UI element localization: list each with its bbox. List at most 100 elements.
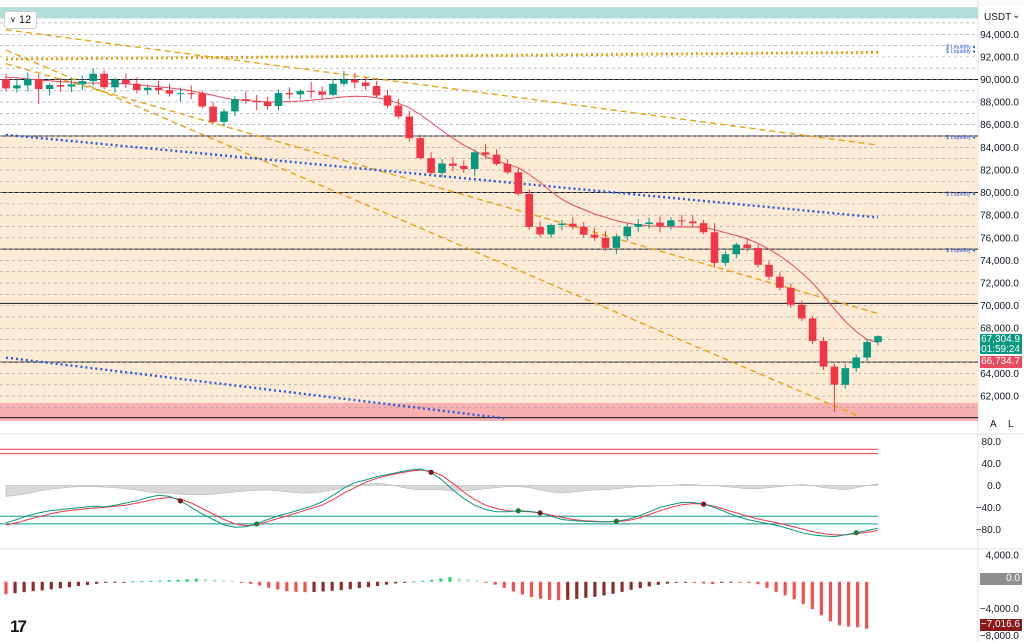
chevron-down-icon[interactable]: ⌄ — [1012, 10, 1021, 21]
currency-label[interactable]: USDT — [984, 12, 1012, 23]
histogram-value-badge: −7,016.6 — [980, 619, 1022, 631]
candle — [667, 217, 675, 230]
candle-body — [590, 234, 599, 238]
candle — [242, 91, 250, 104]
histogram-bar — [294, 581, 298, 592]
candle-body — [776, 276, 784, 288]
candle — [721, 251, 730, 266]
histogram-bar — [167, 580, 171, 582]
price-tick-label: 84,000.0 — [980, 143, 1019, 154]
candle — [252, 94, 261, 111]
histogram-bar — [828, 581, 833, 622]
candle — [492, 149, 501, 166]
candle — [841, 363, 850, 389]
histogram-bar — [837, 581, 842, 626]
histogram-bar — [683, 581, 688, 583]
histogram-bar — [303, 581, 307, 593]
candle-body — [699, 223, 708, 233]
current-price: 67,304.9 — [981, 334, 1020, 345]
histogram-bar — [104, 581, 108, 583]
candle-body — [634, 223, 642, 227]
histogram-bar — [185, 579, 189, 582]
histogram-bar — [140, 581, 144, 583]
histogram-zero-badge: 0.0 — [980, 573, 1022, 585]
danger-zone-band — [0, 402, 978, 421]
histogram-bar — [511, 581, 515, 592]
candle-body — [296, 90, 305, 95]
top-strip — [0, 0, 1024, 6]
candle-body — [198, 93, 206, 107]
histogram-bar — [756, 581, 760, 585]
candle — [111, 77, 119, 93]
histogram-bar — [412, 581, 416, 583]
candle-body — [394, 105, 403, 117]
histogram-bar — [194, 578, 198, 582]
oscillator-cross-dot — [515, 508, 521, 514]
histogram-bar — [738, 581, 742, 583]
candle-body — [721, 254, 730, 263]
histogram-bar — [285, 581, 289, 592]
candle — [274, 89, 283, 111]
candle — [143, 84, 152, 95]
histogram-bar — [548, 581, 552, 600]
price-tick-label: 82,000.0 — [980, 165, 1019, 176]
histogram-bar — [638, 581, 642, 589]
candle — [198, 90, 206, 109]
candle — [67, 78, 76, 93]
candle — [852, 354, 860, 372]
histogram-tick-label: 4,000.0 — [986, 551, 1020, 562]
candle-body — [263, 102, 272, 107]
candle — [351, 72, 359, 89]
histogram-bar — [783, 581, 787, 596]
oscillator-tick-label: 40.0 — [982, 459, 1002, 470]
interval-label: 12 — [18, 14, 32, 26]
oscillator-tick-label: 80.0 — [982, 437, 1002, 448]
candle-body — [2, 79, 10, 89]
histogram-bar — [819, 581, 823, 616]
auto-scale-button[interactable]: A — [990, 419, 997, 430]
candle-body — [460, 165, 468, 170]
oscillator-tick-label: 0.0 — [987, 481, 1001, 492]
candle-body — [111, 79, 119, 88]
histogram-bar — [856, 581, 860, 628]
candle — [634, 218, 642, 233]
candle — [449, 157, 457, 172]
candle-body — [765, 264, 773, 277]
oscillator-tick-label: −80.0 — [976, 525, 1002, 536]
candle-body — [427, 158, 435, 173]
log-scale-button[interactable]: L — [1008, 419, 1014, 430]
candle-body — [351, 79, 359, 83]
candle-body — [819, 340, 828, 367]
oscillator-slow-line — [5, 469, 879, 536]
histogram-bar — [647, 581, 651, 587]
candle-body — [340, 79, 348, 84]
histogram-bar — [566, 581, 570, 600]
histogram-bar — [4, 581, 8, 595]
candle — [863, 338, 871, 361]
candle — [830, 363, 839, 412]
candle — [24, 72, 32, 92]
candle — [645, 217, 653, 229]
candle-body — [89, 73, 97, 82]
candle — [89, 68, 97, 86]
histogram-bar — [13, 581, 17, 594]
candle-body — [863, 342, 871, 358]
candle — [612, 233, 621, 255]
price-tick-label: 80,000.0 — [980, 188, 1019, 199]
histogram-bar — [40, 581, 44, 591]
interval-button[interactable]: ∨ 12 — [4, 11, 38, 29]
histogram-bar — [674, 581, 679, 583]
histogram-bar — [49, 581, 53, 590]
histogram-bar — [85, 581, 90, 585]
candle-body — [754, 247, 762, 265]
candle — [154, 80, 163, 95]
oscillator-area — [5, 483, 879, 497]
candle — [209, 101, 217, 124]
support-zone-band — [0, 136, 978, 403]
price-tick-label: 74,000.0 — [980, 256, 1019, 267]
histogram-bar — [403, 581, 407, 583]
candle-body — [13, 85, 21, 89]
candle — [100, 69, 108, 90]
candle-body — [797, 304, 806, 319]
